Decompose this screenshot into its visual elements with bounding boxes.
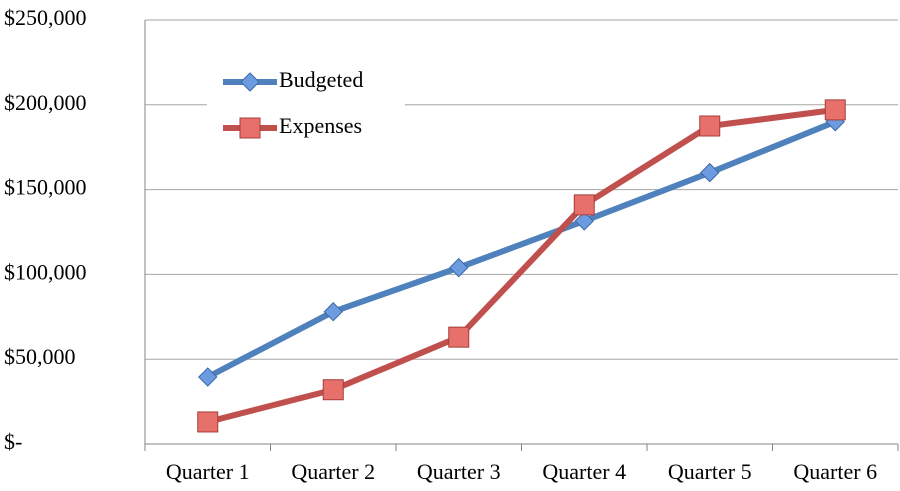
data-point [449,257,469,278]
x-tick-label: Quarter 1 [166,459,250,484]
x-tick-label: Quarter 6 [793,459,877,484]
data-point [824,99,846,121]
x-tick-label: Quarter 2 [291,459,375,484]
x-tick-label: Quarter 4 [542,459,626,484]
data-point [448,326,470,348]
legend-label: Expenses [279,113,362,138]
x-tick-label: Quarter 3 [417,459,501,484]
data-point [699,115,721,137]
data-point [323,302,343,322]
y-tick-label: $200,000 [4,90,87,115]
y-tick-label: $- [4,429,22,454]
x-tick-label: Quarter 5 [668,459,752,484]
data-point [198,367,218,387]
series-line [207,106,836,425]
series-line [206,118,837,380]
legend-label: Budgeted [279,67,363,92]
y-tick-label: $50,000 [4,344,76,369]
y-tick-label: $250,000 [4,5,87,30]
data-point [573,194,595,216]
data-point [197,411,219,433]
data-point [574,211,594,231]
y-tick-label: $150,000 [4,175,87,200]
y-tick-label: $100,000 [4,259,87,284]
data-point [322,379,344,401]
legend-marker [240,72,260,92]
legend-marker [239,117,261,139]
data-point [700,162,720,183]
